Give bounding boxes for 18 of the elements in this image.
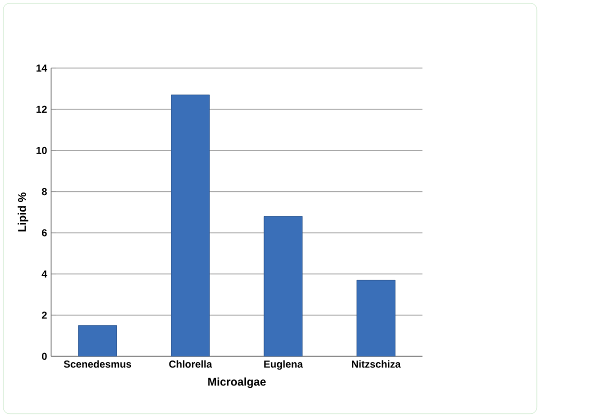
y-tick-label: 12 (36, 106, 47, 113)
bar (356, 280, 396, 356)
y-tick-label: 10 (36, 146, 47, 154)
y-tick-label: 14 (36, 64, 48, 72)
x-tick-label: Chlorella (169, 360, 212, 368)
bar (264, 216, 303, 356)
y-axis-title: Lipid % (18, 192, 28, 232)
bar (170, 94, 210, 356)
bar (78, 325, 117, 356)
x-tick-label: Euglena (264, 360, 303, 370)
y-tick-label: 6 (42, 229, 47, 236)
y-tick-label: 0 (42, 352, 47, 360)
y-tick-label: 2 (42, 312, 47, 319)
x-tick-label: Scenedesmus (64, 360, 132, 368)
x-tick-label: Nitzschiza (352, 360, 401, 368)
x-axis-title: Microalgae (208, 377, 266, 388)
y-tick-label: 4 (42, 270, 48, 278)
y-tick-label: 8 (42, 188, 47, 196)
